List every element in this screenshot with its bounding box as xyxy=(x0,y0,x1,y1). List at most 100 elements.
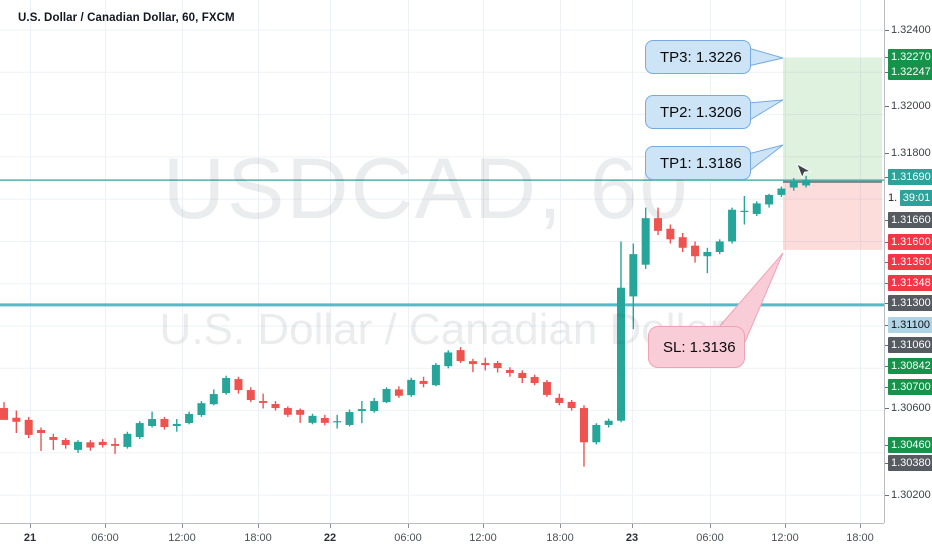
candle-down xyxy=(98,441,107,446)
time-axis-tick xyxy=(710,524,711,528)
candle-down xyxy=(259,401,268,403)
price-axis-tick xyxy=(885,105,889,107)
candle-down xyxy=(505,369,514,373)
price-axis-label-teal: 1.31690 xyxy=(888,169,932,185)
candle-up xyxy=(333,421,342,423)
price-axis-tick xyxy=(885,29,889,31)
bar-countdown-timer: 39:01 xyxy=(900,190,932,206)
candle-down xyxy=(518,372,527,379)
time-axis-tick xyxy=(30,524,31,528)
price-axis-label-plain: 1.31800 xyxy=(891,147,931,159)
price-axis-tick xyxy=(885,219,889,221)
tp3-callout[interactable]: TP3: 1.3226 xyxy=(645,40,751,74)
price-axis-tick xyxy=(885,365,889,367)
candle-up xyxy=(407,379,416,396)
candle-down xyxy=(234,379,243,391)
time-axis-tick xyxy=(560,524,561,528)
price-axis-label-green: 1.30460 xyxy=(888,437,932,453)
price-axis-tick xyxy=(885,386,889,388)
time-axis-tick xyxy=(408,524,409,528)
price-axis-tick xyxy=(885,407,889,409)
candle-down xyxy=(481,363,490,366)
price-axis-label-gray: 1.31060 xyxy=(888,337,932,353)
time-axis-tick xyxy=(258,524,259,528)
candle-down xyxy=(111,443,120,446)
candle-up xyxy=(74,441,83,450)
mouse-cursor-icon xyxy=(796,163,812,179)
time-axis-tick xyxy=(182,524,183,528)
candle-down xyxy=(666,228,675,240)
candle-down xyxy=(691,245,700,257)
candle-up xyxy=(765,194,774,205)
price-axis-tick xyxy=(885,241,889,243)
candle-down xyxy=(678,237,687,248)
candle-down xyxy=(24,419,33,435)
time-axis-tick xyxy=(105,524,106,528)
time-axis-tick xyxy=(632,524,633,528)
price-axis-label-green: 1.32270 xyxy=(888,49,932,65)
price-axis-tick xyxy=(885,344,889,346)
candle-down xyxy=(654,218,663,231)
time-axis[interactable]: 21 06:00 12:00 18:00 22 06:00 12:00 18:00 23 06:0… xyxy=(0,523,932,550)
price-axis-tick xyxy=(885,71,889,73)
time-axis-hour-label: 12:00 xyxy=(168,532,196,544)
price-axis-label-blue: 1.31100 xyxy=(888,317,932,333)
candle-up xyxy=(728,209,737,242)
candle-down xyxy=(468,361,477,365)
current-price-countdown: 1. 39:01 xyxy=(888,190,932,206)
candle-down xyxy=(12,417,21,422)
tp2-callout[interactable]: TP2: 1.3206 xyxy=(645,95,751,129)
tp1-callout[interactable]: TP1: 1.3186 xyxy=(645,146,751,180)
time-axis-hour-label: 18:00 xyxy=(546,532,574,544)
tp3-callout-pointer xyxy=(747,47,784,67)
candle-down xyxy=(246,390,255,400)
price-axis-tick xyxy=(885,176,889,178)
sl-callout[interactable]: SL: 1.3136 xyxy=(648,326,745,368)
candle-up xyxy=(185,413,194,424)
price-axis-label-plain: 1.30600 xyxy=(891,402,931,414)
price-axis-tick xyxy=(885,444,889,446)
price-axis-label-red: 1.31348 xyxy=(888,275,932,291)
time-axis-hour-label: 06:00 xyxy=(696,532,724,544)
price-axis-tick xyxy=(885,302,889,304)
chart-pane[interactable]: USDCAD, 60 U.S. Dollar / Canadian Dollar… xyxy=(0,0,884,523)
tp1-callout-pointer xyxy=(747,144,784,174)
candle-down xyxy=(37,430,46,433)
candle-up xyxy=(431,364,440,386)
candle-up xyxy=(641,218,650,265)
price-axis-tick xyxy=(885,324,889,326)
time-axis-day-label: 21 xyxy=(23,532,37,544)
price-axis-label-green: 1.32247 xyxy=(888,64,932,80)
candle-up xyxy=(197,403,206,416)
price-axis-label-red: 1.31600 xyxy=(888,234,932,250)
candle-up xyxy=(629,254,638,297)
candle-up xyxy=(617,287,625,421)
time-axis-hour-label: 06:00 xyxy=(394,532,422,544)
candle-up xyxy=(740,210,749,212)
time-axis-hour-label: 18:00 xyxy=(244,532,272,544)
price-axis-label-plain: 1.32400 xyxy=(891,24,931,36)
candle-up xyxy=(592,424,601,443)
price-axis-label-red: 1.31360 xyxy=(888,254,932,270)
candle-up xyxy=(777,188,786,195)
candle-down xyxy=(542,382,551,395)
candle-up xyxy=(802,180,811,186)
candle-down xyxy=(61,439,70,446)
stop-loss-zone xyxy=(783,182,882,250)
candle-up xyxy=(703,252,712,257)
price-axis-tick xyxy=(885,152,889,154)
time-axis-day-label: 23 xyxy=(625,532,639,544)
candle-down xyxy=(0,408,8,420)
chart-legend-title[interactable]: U.S. Dollar / Canadian Dollar, 60, FXCM xyxy=(18,12,235,24)
candle-down xyxy=(555,397,564,403)
candle-up xyxy=(715,241,724,253)
tp2-callout-pointer xyxy=(747,99,784,122)
candle-up xyxy=(752,203,761,214)
axis-corner xyxy=(884,523,932,550)
candle-down xyxy=(579,408,588,443)
price-axis[interactable]: 1. 39:01 1.32400 1.32270 1.32247 1.32000 1.3… xyxy=(884,0,932,523)
candle-up xyxy=(382,389,391,403)
candle-up xyxy=(604,420,613,425)
take-profit-zone xyxy=(783,57,882,181)
candle-up xyxy=(308,415,317,423)
